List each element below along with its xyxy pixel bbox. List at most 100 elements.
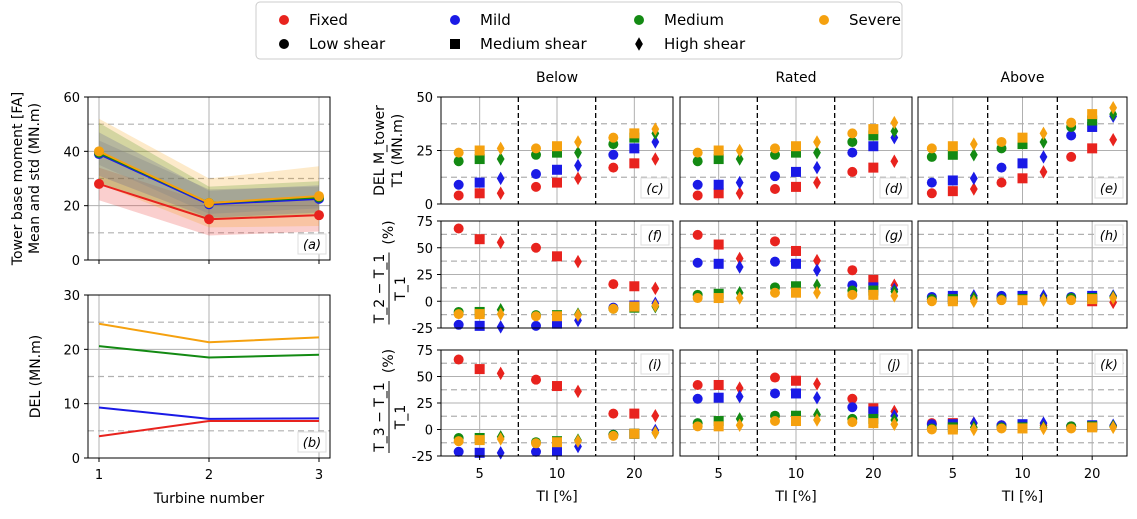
panel-f: (f) -25 0 25 50 75 — [412, 215, 674, 337]
point-severe-diamond — [651, 298, 660, 313]
point-mild-diamond — [651, 135, 660, 149]
point-fixed-circle — [926, 188, 937, 199]
point-mild-square — [474, 447, 485, 458]
point-severe-circle — [453, 309, 464, 320]
y-tick-label: 0 — [72, 452, 80, 467]
point-fixed-diamond — [1109, 133, 1118, 147]
y-tick-label: 40 — [63, 145, 80, 160]
axes-frame — [679, 220, 913, 329]
legend-label-mild: Mild — [480, 11, 511, 29]
x-tick-label: 20 — [626, 467, 643, 482]
point-mild-circle — [996, 162, 1007, 173]
point-fixed-square — [552, 251, 562, 262]
point-severe-square — [629, 128, 640, 139]
legend: Fixed Mild Medium Severe Low shear Medium she… — [255, 1, 903, 60]
point-fixed-diamond — [735, 381, 744, 395]
point-severe-square — [947, 296, 958, 307]
std-band-medium — [99, 122, 319, 220]
panel-label-box — [640, 353, 670, 375]
point-fixed-circle — [608, 279, 619, 290]
y-axis-label-numerator: T_3 − T_1 — [372, 382, 388, 453]
y-tick-label: 0 — [425, 424, 433, 439]
x-tick-label: 10 — [788, 467, 805, 482]
y-tick-label: 60 — [63, 91, 80, 106]
point-mild-circle — [453, 319, 464, 330]
point-fixed-square — [1017, 173, 1028, 184]
point-severe-circle — [926, 424, 937, 435]
panel-h: (h) — [917, 220, 1128, 329]
point-fixed-square — [791, 181, 801, 192]
column-title-above: Above — [1001, 70, 1045, 86]
y-tick-label: 50 — [416, 242, 433, 257]
point-mild-diamond — [735, 175, 744, 190]
mean-point-severe — [314, 191, 324, 202]
point-severe-circle — [996, 423, 1007, 434]
point-severe-square — [713, 421, 724, 432]
y-tick-label: 0 — [72, 254, 80, 269]
point-severe-square — [1017, 295, 1028, 306]
point-fixed-circle — [996, 177, 1007, 188]
del-line-severe — [98, 322, 320, 344]
x-axis-label: TI [%] — [1001, 489, 1043, 505]
point-mild-square — [474, 177, 485, 188]
point-fixed-circle — [531, 181, 541, 192]
point-severe-circle — [847, 289, 858, 300]
point-medium-square — [1017, 139, 1028, 150]
panel-label: (h) — [1100, 229, 1118, 244]
point-fixed-square — [474, 364, 485, 375]
panel-label: (g) — [885, 229, 903, 244]
point-severe-diamond — [813, 285, 821, 300]
point-severe-circle — [692, 421, 703, 432]
point-medium-circle — [453, 156, 464, 167]
point-fixed-diamond — [890, 154, 899, 168]
point-severe-circle — [847, 128, 858, 139]
point-fixed-circle — [770, 184, 780, 195]
panel-label: (j) — [887, 358, 901, 373]
point-medium-diamond — [574, 145, 582, 160]
point-mild-diamond — [496, 320, 505, 334]
del-line-mild — [98, 406, 320, 420]
point-severe-circle — [1066, 295, 1077, 306]
point-severe-circle — [996, 136, 1007, 147]
point-mild-diamond — [813, 263, 821, 277]
panel-label-box — [879, 353, 909, 375]
y-tick-label: 75 — [416, 344, 433, 359]
point-mild-diamond — [496, 171, 505, 186]
point-severe-square — [1087, 294, 1098, 305]
point-severe-circle — [1066, 117, 1077, 128]
x-tick-label: 5 — [949, 467, 957, 482]
point-severe-square — [1017, 132, 1028, 143]
point-severe-diamond — [1039, 293, 1048, 307]
panel-label: (k) — [1100, 358, 1118, 373]
point-fixed-circle — [692, 229, 703, 240]
point-fixed-diamond — [735, 251, 744, 266]
y-axis-label-denominator: T_1 — [393, 276, 409, 301]
point-mild-circle — [692, 179, 703, 190]
legend-marker-severe — [819, 15, 829, 25]
point-mild-square — [629, 143, 640, 154]
point-fixed-circle — [531, 242, 541, 253]
point-severe-diamond — [651, 122, 660, 136]
point-mild-square — [1087, 121, 1098, 132]
legend-label-fixed: Fixed — [309, 11, 348, 29]
point-severe-diamond — [574, 434, 582, 448]
y-axis-label: T1 (MN.m) — [390, 114, 406, 188]
point-fixed-square — [868, 162, 879, 173]
point-mild-circle — [692, 393, 703, 404]
point-mild-square — [552, 318, 562, 329]
x-tick-label: 20 — [1084, 467, 1101, 482]
point-medium-square — [791, 281, 801, 292]
y-axis-label: DEL M_tower — [372, 105, 388, 196]
point-severe-circle — [453, 436, 464, 447]
point-fixed-square — [713, 239, 724, 250]
point-medium-diamond — [813, 145, 821, 160]
y-axis-label-denominator: T_1 — [393, 405, 409, 430]
legend-marker-medium-shear — [450, 39, 460, 49]
point-severe-circle — [608, 132, 619, 143]
y-axis-label-numerator: T_2 − T_1 — [372, 254, 388, 325]
point-severe-circle — [926, 143, 937, 154]
legend-label-medium-shear: Medium shear — [480, 35, 587, 53]
point-medium-diamond — [496, 152, 505, 166]
point-fixed-diamond — [651, 408, 660, 423]
panel-label-box — [297, 431, 327, 453]
